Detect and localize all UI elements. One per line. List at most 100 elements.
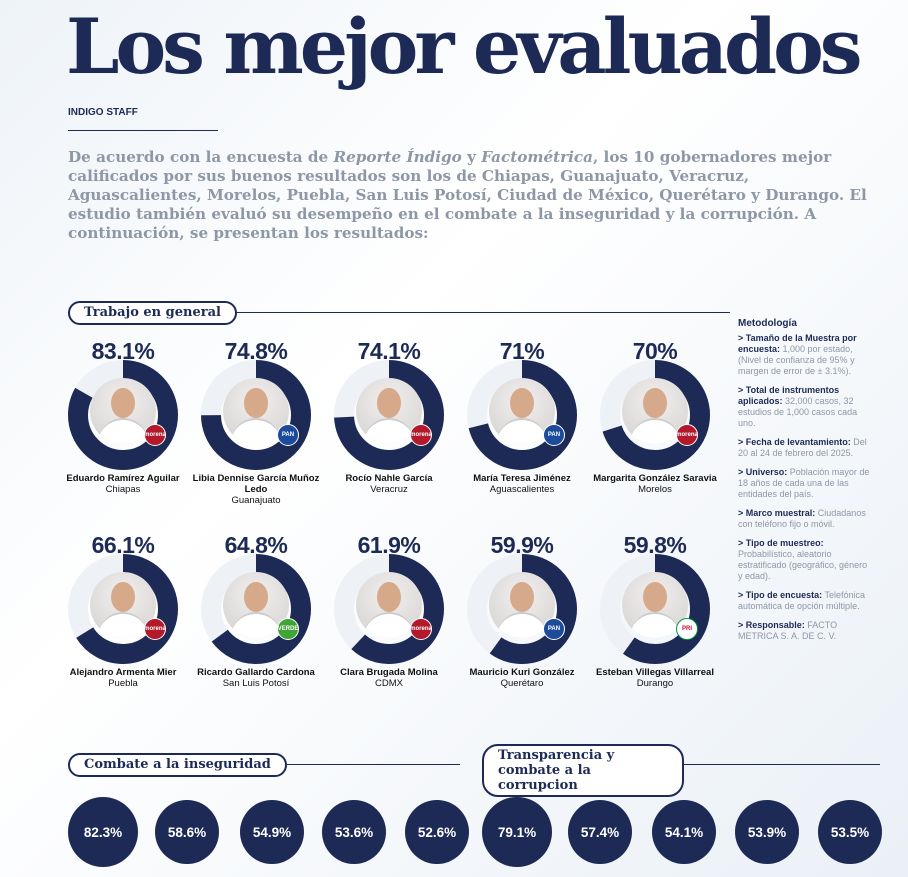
metodologia-key: > Tipo de encuesta: [738, 590, 823, 600]
section-general-label: Trabajo en general [68, 301, 237, 325]
governor-fullname: Mauricio Kuri González [469, 667, 575, 678]
donut-value-arc [334, 554, 444, 664]
governor-name: Rocío Nahle García Veracruz [324, 473, 454, 495]
governor-photo [90, 378, 156, 444]
governor-name: Clara Brugada Molina CDMX [324, 667, 454, 689]
metodologia-item: > Total de instrumentos aplicados: 32,00… [738, 385, 873, 429]
donut-value-arc [68, 360, 178, 470]
donut-value-arc [600, 554, 710, 664]
governor-donut [201, 554, 311, 664]
donut-value-arc [334, 360, 444, 470]
party-logo-icon: morena [676, 424, 698, 446]
byline: INDIGO STAFF [68, 107, 138, 118]
governor-donut [600, 360, 710, 470]
metodologia-panel: Metodología > Tamaño de la Muestra por e… [738, 318, 873, 650]
governor-state: CDMX [375, 678, 403, 689]
byline-rule [68, 130, 218, 131]
metodologia-item: > Responsable: FACTO METRICA S. A. DE C.… [738, 620, 873, 642]
governor-fullname: Libia Dennise García Muñoz Ledo [192, 473, 320, 495]
governor-fullname: Eduardo Ramírez Aguilar [66, 473, 180, 484]
metodologia-key: > Tipo de muestreo: [738, 538, 824, 548]
section-security-label: Combate a la inseguridad [68, 753, 287, 777]
intro-part2: y [461, 148, 482, 166]
intro-em2: Factométrica [481, 148, 593, 166]
governor-fullname: Margarita González Saravia [593, 473, 717, 484]
governor-donut [334, 360, 444, 470]
metodologia-item: > Fecha de levantamiento: Del 20 al 24 d… [738, 437, 873, 459]
party-logo-icon: PAN [543, 424, 565, 446]
governor-photo [489, 378, 555, 444]
party-logo-icon: morena [410, 618, 432, 640]
governor-state: Guanajuato [231, 495, 281, 506]
metodologia-item: > Marco muestral: Ciudadanos con teléfon… [738, 508, 873, 530]
governor-donut [467, 360, 577, 470]
metodologia-item: > Universo: Población mayor de 18 años d… [738, 467, 873, 500]
metodologia-value: FACTO METRICA S. A. DE C. V. [738, 620, 838, 641]
intro-em1: Reporte Índigo [333, 148, 462, 166]
governor-state: Veracruz [370, 484, 408, 495]
governor-fullname: Esteban Villegas Villarreal [596, 667, 714, 678]
governor-photo [356, 572, 422, 638]
governor-donut [600, 554, 710, 664]
metodologia-key: > Marco muestral: [738, 508, 816, 518]
security-score-bubble: 82.3% [68, 797, 138, 867]
intro-part1: De acuerdo con la encuesta de [68, 148, 334, 166]
governor-fullname: Clara Brugada Molina [340, 667, 438, 678]
governor-name: Ricardo Gallardo Cardona San Luis Potosí [191, 667, 321, 689]
governor-name: Margarita González Saravia Morelos [590, 473, 720, 495]
governor-donut [201, 360, 311, 470]
governor-percent: 64.8% [224, 532, 288, 558]
governor-fullname: Ricardo Gallardo Cardona [197, 667, 315, 678]
party-logo-icon: PAN [543, 618, 565, 640]
metodologia-list: > Tamaño de la Muestra por encuesta: 1,0… [738, 333, 873, 642]
governor-photo [356, 378, 422, 444]
donut-value-arc [600, 360, 710, 470]
party-logo-icon: PAN [277, 424, 299, 446]
corruption-score-bubble: 53.5% [818, 800, 882, 864]
governor-donut [467, 554, 577, 664]
governor-name: Esteban Villegas Villarreal Durango [590, 667, 720, 689]
metodologia-value: Del 20 al 24 de febrero del 2025. [738, 437, 867, 458]
metodologia-item: > Tamaño de la Muestra por encuesta: 1,0… [738, 333, 873, 377]
governor-fullname: María Teresa Jiménez [473, 473, 571, 484]
governor-state: Chiapas [105, 484, 141, 495]
party-logo-icon: morena [410, 424, 432, 446]
section-corruption-label: Transparencia y combate a la corrupcion [482, 744, 684, 797]
governor-percent: 74.8% [224, 338, 288, 364]
metodologia-key: > Fecha de levantamiento: [738, 437, 851, 447]
governor-percent: 71% [499, 338, 545, 364]
metodologia-value: Ciudadanos con teléfono fijo o móvil. [738, 508, 866, 529]
metodologia-value: Población mayor de 18 años de cada una d… [738, 467, 870, 499]
governor-percent: 61.9% [357, 532, 421, 558]
governor-state: San Luis Potosí [222, 678, 290, 689]
security-score-bubble: 52.6% [405, 800, 469, 864]
governor-donut [68, 554, 178, 664]
governor-photo [223, 378, 289, 444]
intro-part3: , los 10 gobernadores mejor calificados … [68, 148, 867, 242]
metodologia-value: Telefónica automática de opción múltiple… [738, 590, 865, 611]
donut-value-arc [68, 554, 178, 664]
metodologia-item: > Tipo de muestreo: Probabilístico, alea… [738, 538, 873, 582]
donut-value-arc [467, 554, 577, 664]
party-logo-icon: PRI [676, 618, 698, 640]
corruption-score-bubble: 54.1% [652, 800, 716, 864]
metodologia-title: Metodología [738, 318, 797, 329]
page-title: Los mejor evaluados [66, 2, 863, 91]
metodologia-key: > Universo: [738, 467, 788, 477]
party-logo-icon: morena [144, 424, 166, 446]
donut-value-arc [201, 360, 311, 470]
governor-donut [334, 554, 444, 664]
governor-state: Morelos [638, 484, 672, 495]
section-corruption-line [500, 764, 880, 765]
security-score-bubble: 58.6% [155, 800, 219, 864]
governor-state: Durango [636, 678, 674, 689]
governor-percent: 70% [632, 338, 678, 364]
governor-state: Puebla [108, 678, 138, 689]
metodologia-value: 1,000 por estado, (Nivel de confianza de… [738, 344, 855, 376]
intro-paragraph: De acuerdo con la encuesta de Reporte Ín… [68, 148, 868, 243]
corruption-score-bubble: 79.1% [482, 797, 552, 867]
metodologia-key: > Total de instrumentos aplicados: [738, 385, 840, 406]
governor-fullname: Rocío Nahle García [345, 473, 433, 484]
governor-name: Alejandro Armenta Mier Puebla [58, 667, 188, 689]
security-score-bubble: 54.9% [240, 800, 304, 864]
